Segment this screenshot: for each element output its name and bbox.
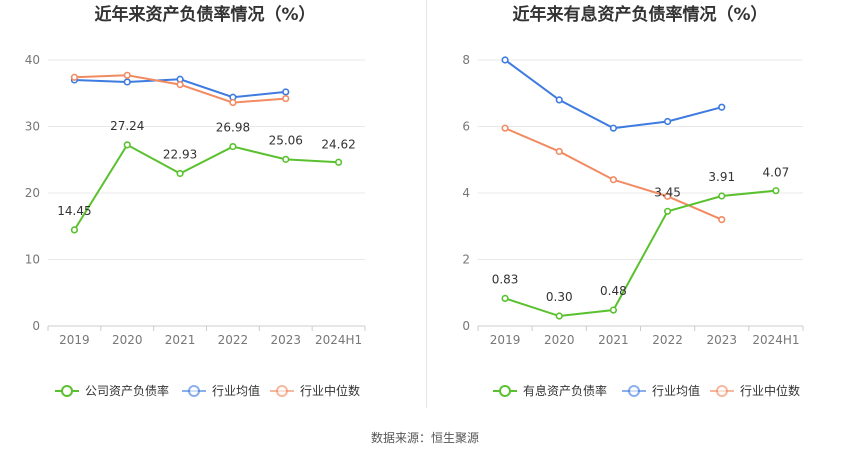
legend-marker: [61, 385, 73, 397]
data-label: 24.62: [321, 137, 355, 151]
legend-label: 行业均值: [212, 383, 260, 398]
y-tick-label: 6: [462, 120, 470, 134]
y-tick-label: 30: [25, 120, 40, 134]
data-point: [609, 124, 618, 132]
legend-marker: [499, 385, 511, 397]
series-line-1: [73, 143, 339, 231]
data-label: 26.98: [216, 121, 250, 135]
x-tick-label: 2023: [270, 333, 301, 347]
y-tick-label: 10: [25, 253, 40, 267]
x-tick-label: 2023: [706, 333, 737, 347]
legend-label: 行业中位数: [740, 383, 800, 398]
legend-item-3: 行业中位数: [710, 383, 800, 398]
legend-item-2: 行业均值: [182, 383, 260, 398]
data-point: [718, 192, 726, 200]
legend-item-2: 行业均值: [622, 383, 700, 398]
data-point: [501, 124, 509, 132]
data-label: 0.48: [600, 284, 627, 298]
data-point: [555, 312, 563, 320]
x-tick-label: 2024H1: [315, 333, 362, 347]
data-label: 27.24: [110, 119, 144, 133]
data-label: 14.45: [57, 204, 91, 218]
data-label: 0.30: [546, 290, 573, 304]
data-source-note: 数据来源：恒生聚源: [370, 431, 479, 445]
data-point: [609, 176, 618, 184]
data-point: [663, 117, 672, 126]
data-label: 25.06: [269, 133, 303, 147]
data-point: [334, 158, 343, 166]
data-label: 0.83: [492, 272, 519, 286]
data-label: 3.91: [708, 170, 735, 184]
data-point: [229, 142, 237, 151]
x-tick-label: 2020: [544, 333, 575, 347]
x-tick-label: 2020: [112, 333, 143, 347]
data-point: [70, 73, 79, 81]
data-point: [70, 226, 79, 234]
legend-marker: [628, 385, 640, 397]
data-point: [229, 98, 237, 107]
x-tick-label: 2024H1: [752, 333, 799, 347]
data-label: 3.45: [654, 185, 681, 199]
y-tick-label: 20: [25, 186, 40, 200]
series-line-2: [504, 59, 723, 130]
data-point: [718, 216, 726, 224]
chart-panel-1: 近年来资产负债率情况（%） 0 10 20 30 40 2019 2020 2021 2022 20…: [25, 4, 366, 398]
data-point: [176, 169, 184, 178]
data-point: [501, 294, 509, 303]
chart-panel-2: 近年来有息资产负债率情况（%） 0 2 4 6 8 2019 2020 2021 2022 2023…: [462, 4, 804, 398]
data-point: [282, 155, 290, 163]
y-tick-label: 2: [462, 253, 470, 267]
legend-item-1: 公司资产负债率: [55, 383, 169, 398]
legend-label: 有息资产负债率: [523, 383, 607, 398]
data-label: 4.07: [763, 166, 790, 180]
x-tick-label: 2021: [165, 333, 196, 347]
legend-label: 公司资产负债率: [85, 383, 169, 398]
data-point: [555, 147, 563, 156]
legend-marker: [716, 385, 728, 397]
panel-divider: [426, 0, 427, 408]
data-point: [123, 78, 131, 86]
data-point: [663, 192, 672, 200]
x-tick-label: 2022: [652, 333, 683, 347]
y-tick-label: 0: [32, 319, 40, 333]
legend-marker: [276, 385, 288, 397]
chart-title: 近年来有息资产负债率情况（%）: [512, 4, 767, 25]
x-tick-label: 2019: [59, 333, 90, 347]
y-tick-label: 4: [462, 186, 470, 200]
legend-label: 行业均值: [652, 383, 700, 398]
y-tick-label: 0: [462, 319, 470, 333]
legend-item-3: 行业中位数: [270, 383, 360, 398]
data-point: [718, 103, 726, 111]
chart-title: 近年来资产负债率情况（%）: [94, 4, 315, 25]
data-point: [772, 187, 780, 195]
legend-item-1: 有息资产负债率: [493, 383, 607, 398]
data-point: [501, 56, 509, 64]
x-tick-label: 2022: [218, 333, 249, 347]
x-tick-label: 2021: [598, 333, 629, 347]
data-point: [176, 81, 184, 89]
y-tick-label: 8: [462, 53, 470, 67]
data-point: [282, 88, 290, 96]
data-point: [555, 96, 563, 104]
data-point: [123, 71, 131, 79]
data-label: 22.93: [163, 148, 197, 162]
legend-label: 行业中位数: [300, 383, 360, 398]
y-tick-label: 40: [25, 53, 40, 67]
series-line-1: [504, 189, 777, 318]
data-point: [282, 94, 290, 103]
data-point: [609, 306, 618, 314]
x-tick-label: 2019: [490, 333, 521, 347]
legend-marker: [188, 385, 200, 397]
data-point: [123, 141, 131, 149]
data-point: [663, 207, 672, 215]
